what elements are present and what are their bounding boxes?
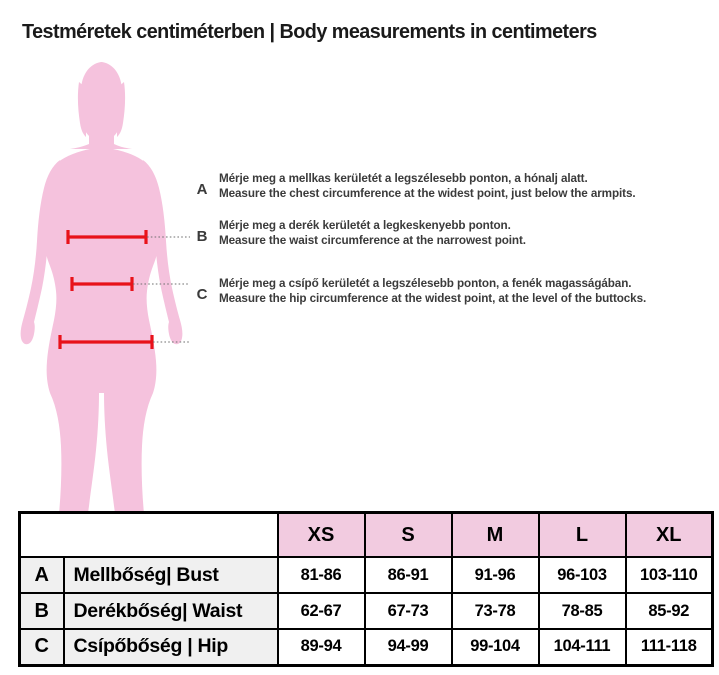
size-header-m: M bbox=[450, 511, 540, 558]
cell-bust-s: 86-91 bbox=[363, 556, 453, 594]
instruction-c-en: Measure the hip circumference at the wid… bbox=[219, 291, 647, 305]
row-name-bust: Mellbőség| Bust bbox=[62, 556, 279, 594]
callout-letter-a: A bbox=[196, 181, 208, 198]
instruction-a-hu: Mérje meg a mellkas kerületét a legszéle… bbox=[219, 172, 588, 185]
header-blank-name bbox=[63, 512, 278, 557]
row-letter-a: A bbox=[18, 556, 65, 594]
instruction-block-b: Mérje meg a derék kerületét a legkeskeny… bbox=[219, 219, 714, 248]
female-silhouette-svg bbox=[20, 62, 190, 533]
size-header-l: L bbox=[537, 511, 627, 558]
silhouette-torso bbox=[41, 140, 162, 393]
cell-hip-s: 94-99 bbox=[363, 628, 453, 666]
row-name-waist: Derékbőség| Waist bbox=[62, 592, 279, 630]
silhouette-right-arm bbox=[143, 160, 183, 345]
cell-waist-l: 78-85 bbox=[537, 592, 627, 630]
table-row: B Derékbőség| Waist 62-67 67-73 73-78 78… bbox=[18, 592, 714, 630]
instruction-block-c: Mérje meg a csípő kerületét a legszélese… bbox=[219, 277, 714, 306]
instruction-block-a: Mérje meg a mellkas kerületét a legszéle… bbox=[219, 172, 714, 201]
bust-measure-line bbox=[66, 230, 190, 244]
silhouette-head bbox=[70, 62, 132, 149]
cell-bust-m: 91-96 bbox=[450, 556, 540, 594]
cell-hip-l: 104-111 bbox=[537, 628, 627, 666]
cell-waist-xs: 62-67 bbox=[276, 592, 366, 630]
waist-measure-line bbox=[70, 277, 190, 291]
cell-hip-xs: 89-94 bbox=[276, 628, 366, 666]
cell-waist-s: 67-73 bbox=[363, 592, 453, 630]
silhouette-legs bbox=[50, 393, 153, 533]
callout-letter-b: B bbox=[196, 228, 208, 245]
silhouette-left-arm bbox=[20, 160, 60, 345]
size-header-xl: XL bbox=[624, 511, 714, 558]
cell-waist-m: 73-78 bbox=[450, 592, 540, 630]
size-chart-table: XS S M L XL A Mellbőség| Bust 81-86 86-9… bbox=[18, 511, 714, 667]
cell-hip-xl: 111-118 bbox=[624, 628, 714, 666]
instruction-b-hu: Mérje meg a derék kerületét a legkeskeny… bbox=[219, 219, 511, 232]
table-row: C Csípőbőség | Hip 89-94 94-99 99-104 10… bbox=[18, 628, 714, 666]
cell-bust-xs: 81-86 bbox=[276, 556, 366, 594]
row-letter-c: C bbox=[18, 628, 65, 666]
instruction-b-en: Measure the waist circumference at the n… bbox=[219, 233, 526, 247]
body-diagram bbox=[0, 48, 230, 533]
cell-hip-m: 99-104 bbox=[450, 628, 540, 666]
instruction-a-en: Measure the chest circumference at the w… bbox=[219, 186, 636, 200]
cell-bust-xl: 103-110 bbox=[624, 556, 714, 594]
cell-bust-l: 96-103 bbox=[537, 556, 627, 594]
cell-waist-xl: 85-92 bbox=[624, 592, 714, 630]
row-letter-b: B bbox=[18, 592, 65, 630]
size-header-s: S bbox=[363, 511, 453, 558]
header-blank-letter bbox=[19, 512, 64, 557]
hip-measure-line bbox=[58, 335, 190, 349]
size-header-xs: XS bbox=[276, 511, 366, 558]
table-row: A Mellbőség| Bust 81-86 86-91 91-96 96-1… bbox=[18, 556, 714, 594]
table-header-row: XS S M L XL bbox=[19, 511, 714, 558]
row-name-hip: Csípőbőség | Hip bbox=[62, 628, 279, 666]
callout-letter-c: C bbox=[196, 286, 208, 303]
instruction-c-hu: Mérje meg a csípő kerületét a legszélese… bbox=[219, 277, 632, 290]
page-title: Testméretek centiméterben | Body measure… bbox=[22, 20, 597, 43]
